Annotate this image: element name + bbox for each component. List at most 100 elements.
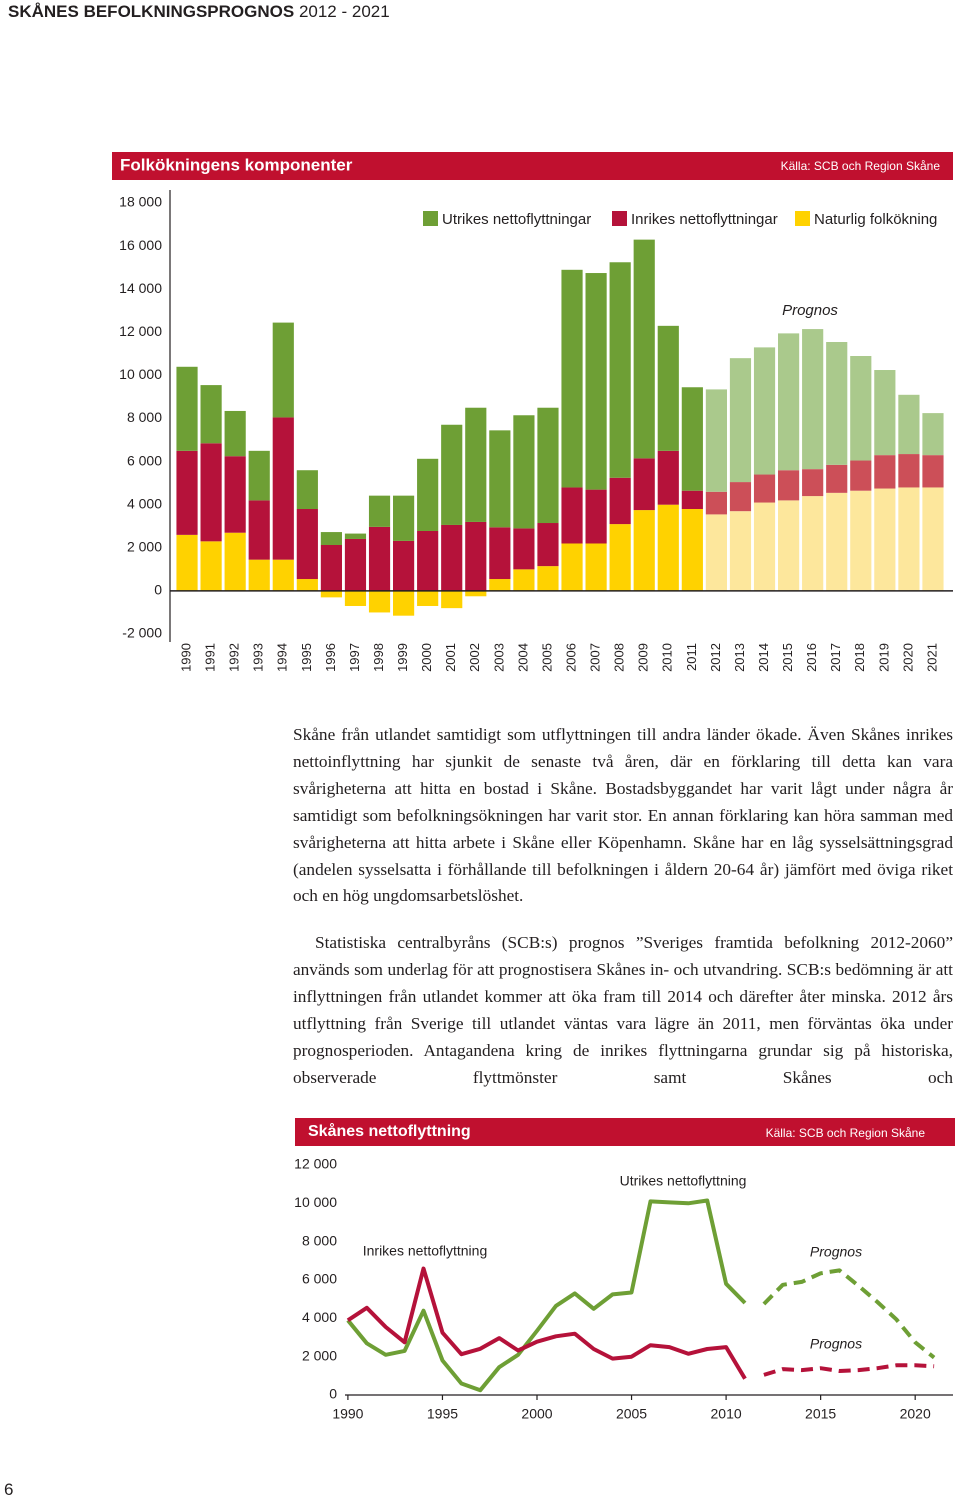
bar-segment bbox=[778, 500, 800, 591]
bar-segment bbox=[513, 415, 535, 529]
bar-segment bbox=[224, 456, 246, 533]
bar-segment bbox=[778, 333, 800, 471]
bar-segment bbox=[729, 358, 752, 483]
bar-segment bbox=[705, 491, 727, 515]
bar-segment bbox=[441, 424, 463, 525]
y-tick-label: 0 bbox=[154, 582, 162, 598]
bar-segment bbox=[898, 454, 920, 488]
bar-segment bbox=[248, 559, 270, 591]
x-tick-label: 1995 bbox=[299, 643, 314, 672]
y-tick-label: 12 000 bbox=[294, 1156, 337, 1172]
bar-segment bbox=[320, 590, 342, 598]
bar-segment bbox=[657, 325, 679, 451]
bar-segment bbox=[489, 527, 511, 580]
series-label: Inrikes nettoflyttning bbox=[363, 1243, 488, 1259]
bar-segment bbox=[657, 450, 679, 505]
bar-segment bbox=[417, 530, 439, 591]
bar-segment bbox=[296, 509, 318, 580]
chart-title: Folkökningens komponenter bbox=[120, 155, 353, 174]
bar-segment bbox=[248, 500, 270, 560]
x-tick-label: 2015 bbox=[805, 1406, 836, 1422]
bar-segment bbox=[826, 341, 848, 465]
bar-segment bbox=[393, 590, 415, 616]
legend-label: Utrikes nettoflyttningar bbox=[442, 211, 591, 228]
bar-segment bbox=[898, 487, 920, 591]
x-tick-label: 2001 bbox=[443, 643, 458, 672]
bar-segment bbox=[489, 579, 511, 591]
x-tick-label: 2003 bbox=[491, 643, 506, 672]
bar-segment bbox=[922, 455, 944, 488]
bar-segment bbox=[513, 528, 535, 570]
bar-segment bbox=[633, 458, 655, 511]
x-tick-label: 1999 bbox=[395, 643, 410, 672]
x-tick-label: 2009 bbox=[636, 643, 651, 672]
x-tick-label: 1996 bbox=[323, 643, 338, 672]
x-tick-label: 1995 bbox=[427, 1406, 458, 1422]
y-tick-label: 10 000 bbox=[294, 1194, 337, 1210]
paragraph: Skåne från utlandet samtidigt som utflyt… bbox=[293, 725, 953, 906]
chart-source: Källa: SCB och Region Skåne bbox=[781, 159, 941, 173]
x-tick-label: 1993 bbox=[251, 643, 266, 672]
x-tick-label: 2007 bbox=[588, 643, 603, 672]
bar-segment bbox=[681, 387, 703, 491]
bar-segment bbox=[633, 510, 655, 591]
x-tick-label: 1994 bbox=[275, 643, 290, 672]
annotation: Prognos bbox=[810, 1336, 862, 1352]
bar-segment bbox=[368, 590, 391, 613]
x-tick-label: 2000 bbox=[521, 1406, 552, 1422]
x-tick-label: 2016 bbox=[804, 643, 819, 672]
bar-segment bbox=[609, 477, 631, 525]
forecast-line bbox=[762, 1268, 936, 1360]
line bbox=[346, 1266, 747, 1380]
bar-segment bbox=[441, 590, 463, 609]
bar-segment bbox=[393, 495, 415, 541]
bar-segment bbox=[368, 495, 391, 527]
chart-header bbox=[112, 152, 953, 180]
y-tick-label: 18 000 bbox=[119, 194, 162, 210]
x-tick-label: 2017 bbox=[828, 643, 843, 672]
bar-segment bbox=[465, 590, 487, 597]
bar-segment bbox=[465, 407, 487, 522]
x-tick-label: 2002 bbox=[467, 643, 482, 672]
bar-segment bbox=[441, 524, 463, 591]
bar-segment bbox=[344, 538, 367, 591]
bar-segment bbox=[200, 385, 222, 444]
bar-segment bbox=[729, 482, 752, 512]
header-title: SKÅNES BEFOLKNINGSPROGNOS bbox=[8, 2, 295, 21]
y-tick-label: 6 000 bbox=[127, 452, 162, 468]
bar-segment bbox=[753, 502, 776, 591]
x-tick-label: 2013 bbox=[732, 643, 747, 672]
legend-swatch bbox=[795, 211, 810, 226]
bar-segment bbox=[176, 366, 198, 451]
bar-segment bbox=[609, 524, 631, 591]
x-tick-label: 1990 bbox=[178, 643, 193, 672]
bar-segment bbox=[874, 488, 896, 591]
bar-segment bbox=[802, 469, 824, 497]
y-tick-label: 2 000 bbox=[127, 539, 162, 555]
bar-segment bbox=[272, 559, 294, 591]
bar-segment bbox=[922, 487, 944, 591]
bar-segment bbox=[874, 370, 896, 456]
bar-segment bbox=[585, 273, 607, 490]
x-tick-label: 2011 bbox=[684, 643, 699, 671]
bar-segment bbox=[850, 460, 872, 491]
y-tick-label: 8 000 bbox=[127, 409, 162, 425]
bar-segment bbox=[489, 430, 511, 528]
bar-segment bbox=[561, 487, 583, 544]
bar-segment bbox=[753, 474, 776, 503]
y-tick-label: 8 000 bbox=[302, 1232, 337, 1248]
bar-segment bbox=[296, 579, 318, 591]
x-tick-label: 2000 bbox=[419, 643, 434, 672]
x-tick-label: 2004 bbox=[515, 643, 530, 672]
bar-segment bbox=[272, 322, 294, 418]
y-tick-label: 0 bbox=[329, 1386, 337, 1402]
chart-title: Skånes nettoflyttning bbox=[308, 1122, 471, 1140]
bar-segment bbox=[729, 511, 752, 591]
bar-segment bbox=[874, 455, 896, 489]
paragraph: Statistiska centralbyråns (SCB:s) progno… bbox=[293, 933, 953, 1087]
bar-segment bbox=[320, 544, 342, 591]
bar-segment bbox=[272, 417, 294, 560]
bar-segment bbox=[465, 521, 487, 591]
x-tick-label: 2010 bbox=[660, 643, 675, 672]
